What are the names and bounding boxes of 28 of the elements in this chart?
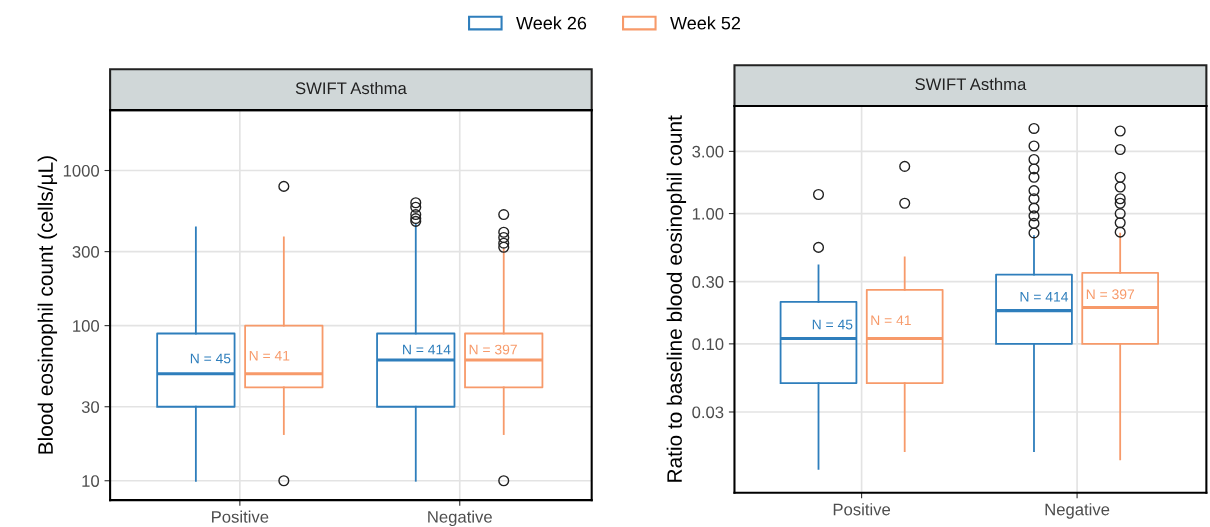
- y-tick-label: 0.03: [692, 406, 724, 419]
- x-tick-label: Negative: [1045, 503, 1110, 519]
- legend-label: Week 52: [670, 16, 741, 30]
- legend-label: Week 26: [516, 16, 587, 30]
- text: N = 397: [1086, 289, 1135, 300]
- y-axis-title: Ratio to baseline blood eosinophil count: [666, 115, 687, 482]
- chart-title: SWIFT Asthma: [295, 81, 407, 95]
- text: N = 45: [812, 319, 853, 330]
- y-tick-label: 10: [82, 475, 100, 487]
- text: N = 414: [403, 344, 451, 355]
- x-tick-label: Positive: [833, 503, 891, 516]
- x-tick-label: Negative: [428, 510, 492, 527]
- y-tick-label: 30: [81, 401, 100, 413]
- text: N = 397: [469, 344, 517, 355]
- text: N = 414: [1020, 292, 1069, 302]
- text: N = 41: [249, 350, 290, 361]
- y-tick-label: 3.00: [692, 145, 724, 158]
- text: N = 41: [871, 315, 911, 326]
- y-axis-title: Blood eosinophil count (cells/µL): [37, 156, 58, 454]
- y-tick-label: 100: [73, 320, 100, 332]
- y-tick-label: 1000: [63, 164, 100, 177]
- x-tick-label: Positive: [212, 510, 269, 523]
- y-tick-label: 0.10: [692, 338, 724, 351]
- y-tick-label: 0.30: [692, 276, 724, 288]
- chart-title: SWIFT Asthma: [915, 77, 1027, 91]
- y-tick-label: 300: [72, 246, 100, 258]
- y-tick-label: 1.00: [692, 207, 724, 220]
- text: N = 45: [190, 353, 231, 364]
